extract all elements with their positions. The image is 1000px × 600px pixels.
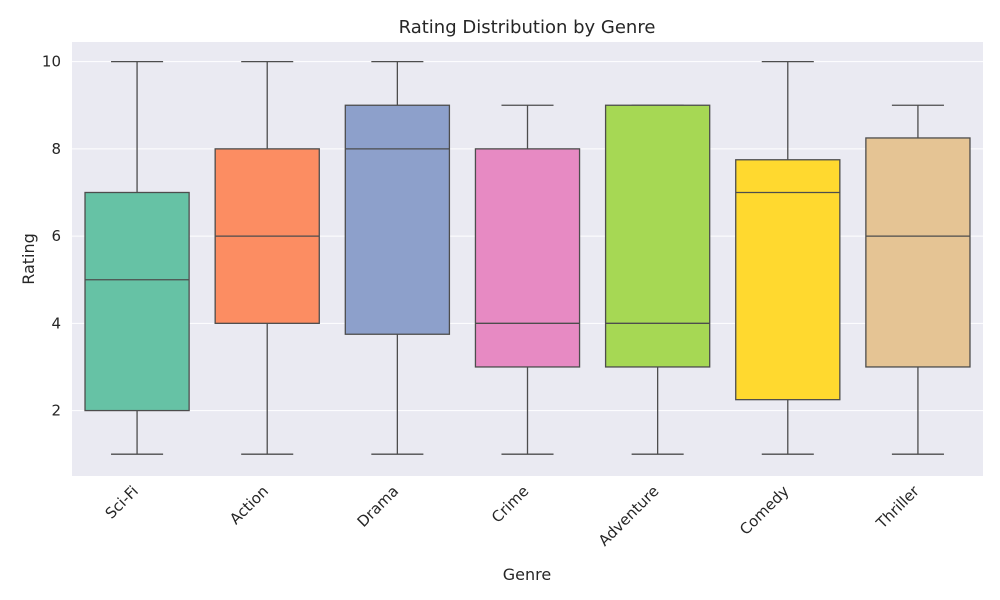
x-tick-labels: Sci-Fi Action Drama Crime Adventure Comedy Thr…	[102, 482, 924, 550]
box-sci-fi	[84, 60, 190, 455]
y-tick-label: 8	[51, 140, 61, 158]
iqr-box	[865, 137, 971, 368]
x-tick-label: Thriller	[872, 482, 923, 533]
iqr-box	[84, 191, 190, 412]
y-tick-label: 4	[51, 314, 61, 332]
iqr-box	[344, 104, 451, 335]
box-crime	[474, 104, 581, 455]
boxes-group	[84, 60, 971, 455]
x-axis-label: Genre	[503, 565, 551, 584]
y-tick-labels: 2 4 6 8 10	[42, 53, 61, 420]
iqr-box	[735, 159, 841, 401]
x-tick-label: Drama	[354, 482, 403, 531]
box-thriller	[865, 104, 971, 455]
box-comedy	[735, 60, 841, 455]
box-action	[214, 60, 320, 455]
chart-title: Rating Distribution by Genre	[399, 17, 656, 38]
x-tick-label: Sci-Fi	[102, 482, 142, 522]
x-tick-label: Adventure	[595, 482, 663, 550]
x-tick-label: Comedy	[736, 482, 793, 539]
iqr-box	[604, 104, 711, 368]
x-tick-label: Action	[226, 482, 272, 528]
y-tick-label: 6	[51, 227, 61, 245]
x-tick-label: Crime	[488, 482, 532, 526]
box-drama	[344, 60, 451, 455]
y-tick-label: 2	[51, 402, 61, 420]
iqr-box	[474, 148, 581, 368]
y-tick-label: 10	[42, 53, 61, 71]
box-adventure	[604, 104, 711, 455]
y-axis-label: Rating	[19, 233, 38, 285]
